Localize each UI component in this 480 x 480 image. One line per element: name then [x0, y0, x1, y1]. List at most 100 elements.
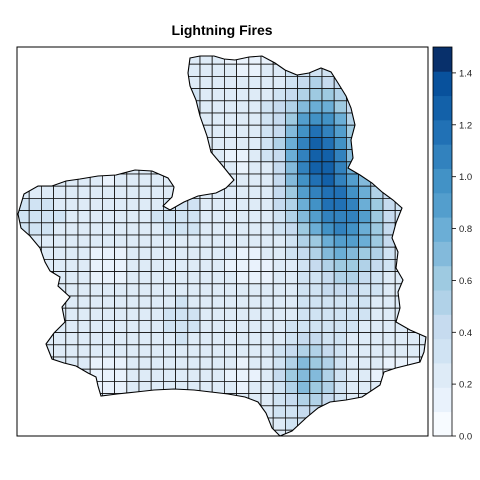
grid-cell: [89, 319, 103, 333]
grid-cell: [284, 271, 298, 285]
grid-cell: [102, 368, 116, 382]
grid-cell: [321, 222, 335, 236]
grid-cell: [223, 368, 237, 382]
grid-cell: [248, 210, 262, 224]
grid-cell: [223, 295, 237, 309]
grid-cell: [114, 197, 128, 211]
grid-cell: [162, 356, 176, 370]
grid-cell: [297, 332, 311, 346]
color-legend: 0.0 0.2 0.4 0.6 0.8 1.0 1.2 1.4: [432, 46, 472, 443]
grid-cell: [370, 307, 384, 321]
grid-cell: [77, 271, 91, 285]
legend-swatch: [433, 265, 452, 291]
grid-cell: [406, 344, 420, 358]
legend-swatch: [433, 314, 452, 340]
grid-cell: [114, 210, 128, 224]
legend-swatch: [433, 217, 452, 242]
grid-cell: [150, 234, 164, 248]
grid-cell: [114, 380, 128, 394]
grid-cell: [272, 319, 286, 333]
grid-cell: [150, 271, 164, 285]
grid-cell: [260, 271, 274, 285]
grid-cell: [333, 222, 347, 236]
grid-cell: [321, 210, 335, 224]
grid-cell: [236, 185, 250, 199]
grid-cell: [223, 332, 237, 346]
grid-cell: [223, 136, 237, 150]
grid-cell: [260, 393, 274, 407]
grid-cell: [175, 344, 189, 358]
grid-cell: [284, 197, 298, 211]
grid-cell: [138, 295, 152, 309]
grid-cell: [333, 112, 347, 126]
grid-cell: [138, 368, 152, 382]
legend-swatch: [433, 71, 452, 97]
grid-cell: [309, 307, 323, 321]
grid-cell: [309, 319, 323, 333]
grid-cell: [126, 283, 140, 297]
grid-cell: [284, 368, 298, 382]
grid-cell: [248, 332, 262, 346]
legend-frame: [432, 46, 453, 437]
grid-cell: [102, 356, 116, 370]
grid-cell: [223, 149, 237, 163]
grid-cell: [102, 271, 116, 285]
grid-cell: [345, 332, 359, 346]
grid-cell: [284, 380, 298, 394]
grid-cell: [77, 332, 91, 346]
grid-cell: [223, 210, 237, 224]
grid-cell: [223, 283, 237, 297]
grid-cell: [345, 185, 359, 199]
grid-cell: [236, 197, 250, 211]
grid-cell: [223, 197, 237, 211]
grid-cell: [309, 161, 323, 175]
grid-cell: [358, 295, 372, 309]
grid-cell: [358, 185, 372, 199]
grid-cell: [150, 222, 164, 236]
grid-cell: [260, 76, 274, 90]
grid-cell: [333, 100, 347, 114]
grid-cell: [223, 234, 237, 248]
grid-cell: [223, 258, 237, 272]
grid-cell: [297, 161, 311, 175]
grid-cell: [236, 332, 250, 346]
grid-cell: [114, 356, 128, 370]
grid-cell: [162, 319, 176, 333]
grid-cell: [236, 210, 250, 224]
grid-cell: [138, 319, 152, 333]
grid-cell: [248, 63, 262, 77]
legend-tick-label: 0.2: [459, 380, 472, 391]
grid-cell: [345, 344, 359, 358]
grid-cell: [248, 368, 262, 382]
grid-cell: [65, 246, 79, 260]
map-title: Lightning Fires: [171, 22, 273, 38]
grid-cell: [114, 283, 128, 297]
grid-cell: [370, 234, 384, 248]
grid-cell: [114, 222, 128, 236]
grid-cell: [333, 246, 347, 260]
grid-cell: [114, 234, 128, 248]
grid-cell: [321, 185, 335, 199]
grid-cell: [248, 76, 262, 90]
grid-cell: [321, 197, 335, 211]
grid-cell: [223, 112, 237, 126]
legend-swatch: [433, 144, 452, 169]
grid-cell: [321, 344, 335, 358]
grid-cell: [358, 197, 372, 211]
grid-cell: [248, 185, 262, 199]
grid-cell: [284, 344, 298, 358]
grid-cell: [297, 76, 311, 90]
grid-cell: [333, 173, 347, 187]
grid-cell: [199, 258, 213, 272]
grid-cell: [284, 307, 298, 321]
grid-cell: [272, 356, 286, 370]
grid-cell: [150, 332, 164, 346]
legend-swatch: [433, 47, 452, 72]
grid-cell: [236, 161, 250, 175]
grid-cell: [248, 100, 262, 114]
grid-cell: [272, 429, 286, 436]
grid-cell: [41, 222, 55, 236]
grid-cell: [236, 88, 250, 102]
grid-cell: [236, 222, 250, 236]
grid-cell: [175, 222, 189, 236]
